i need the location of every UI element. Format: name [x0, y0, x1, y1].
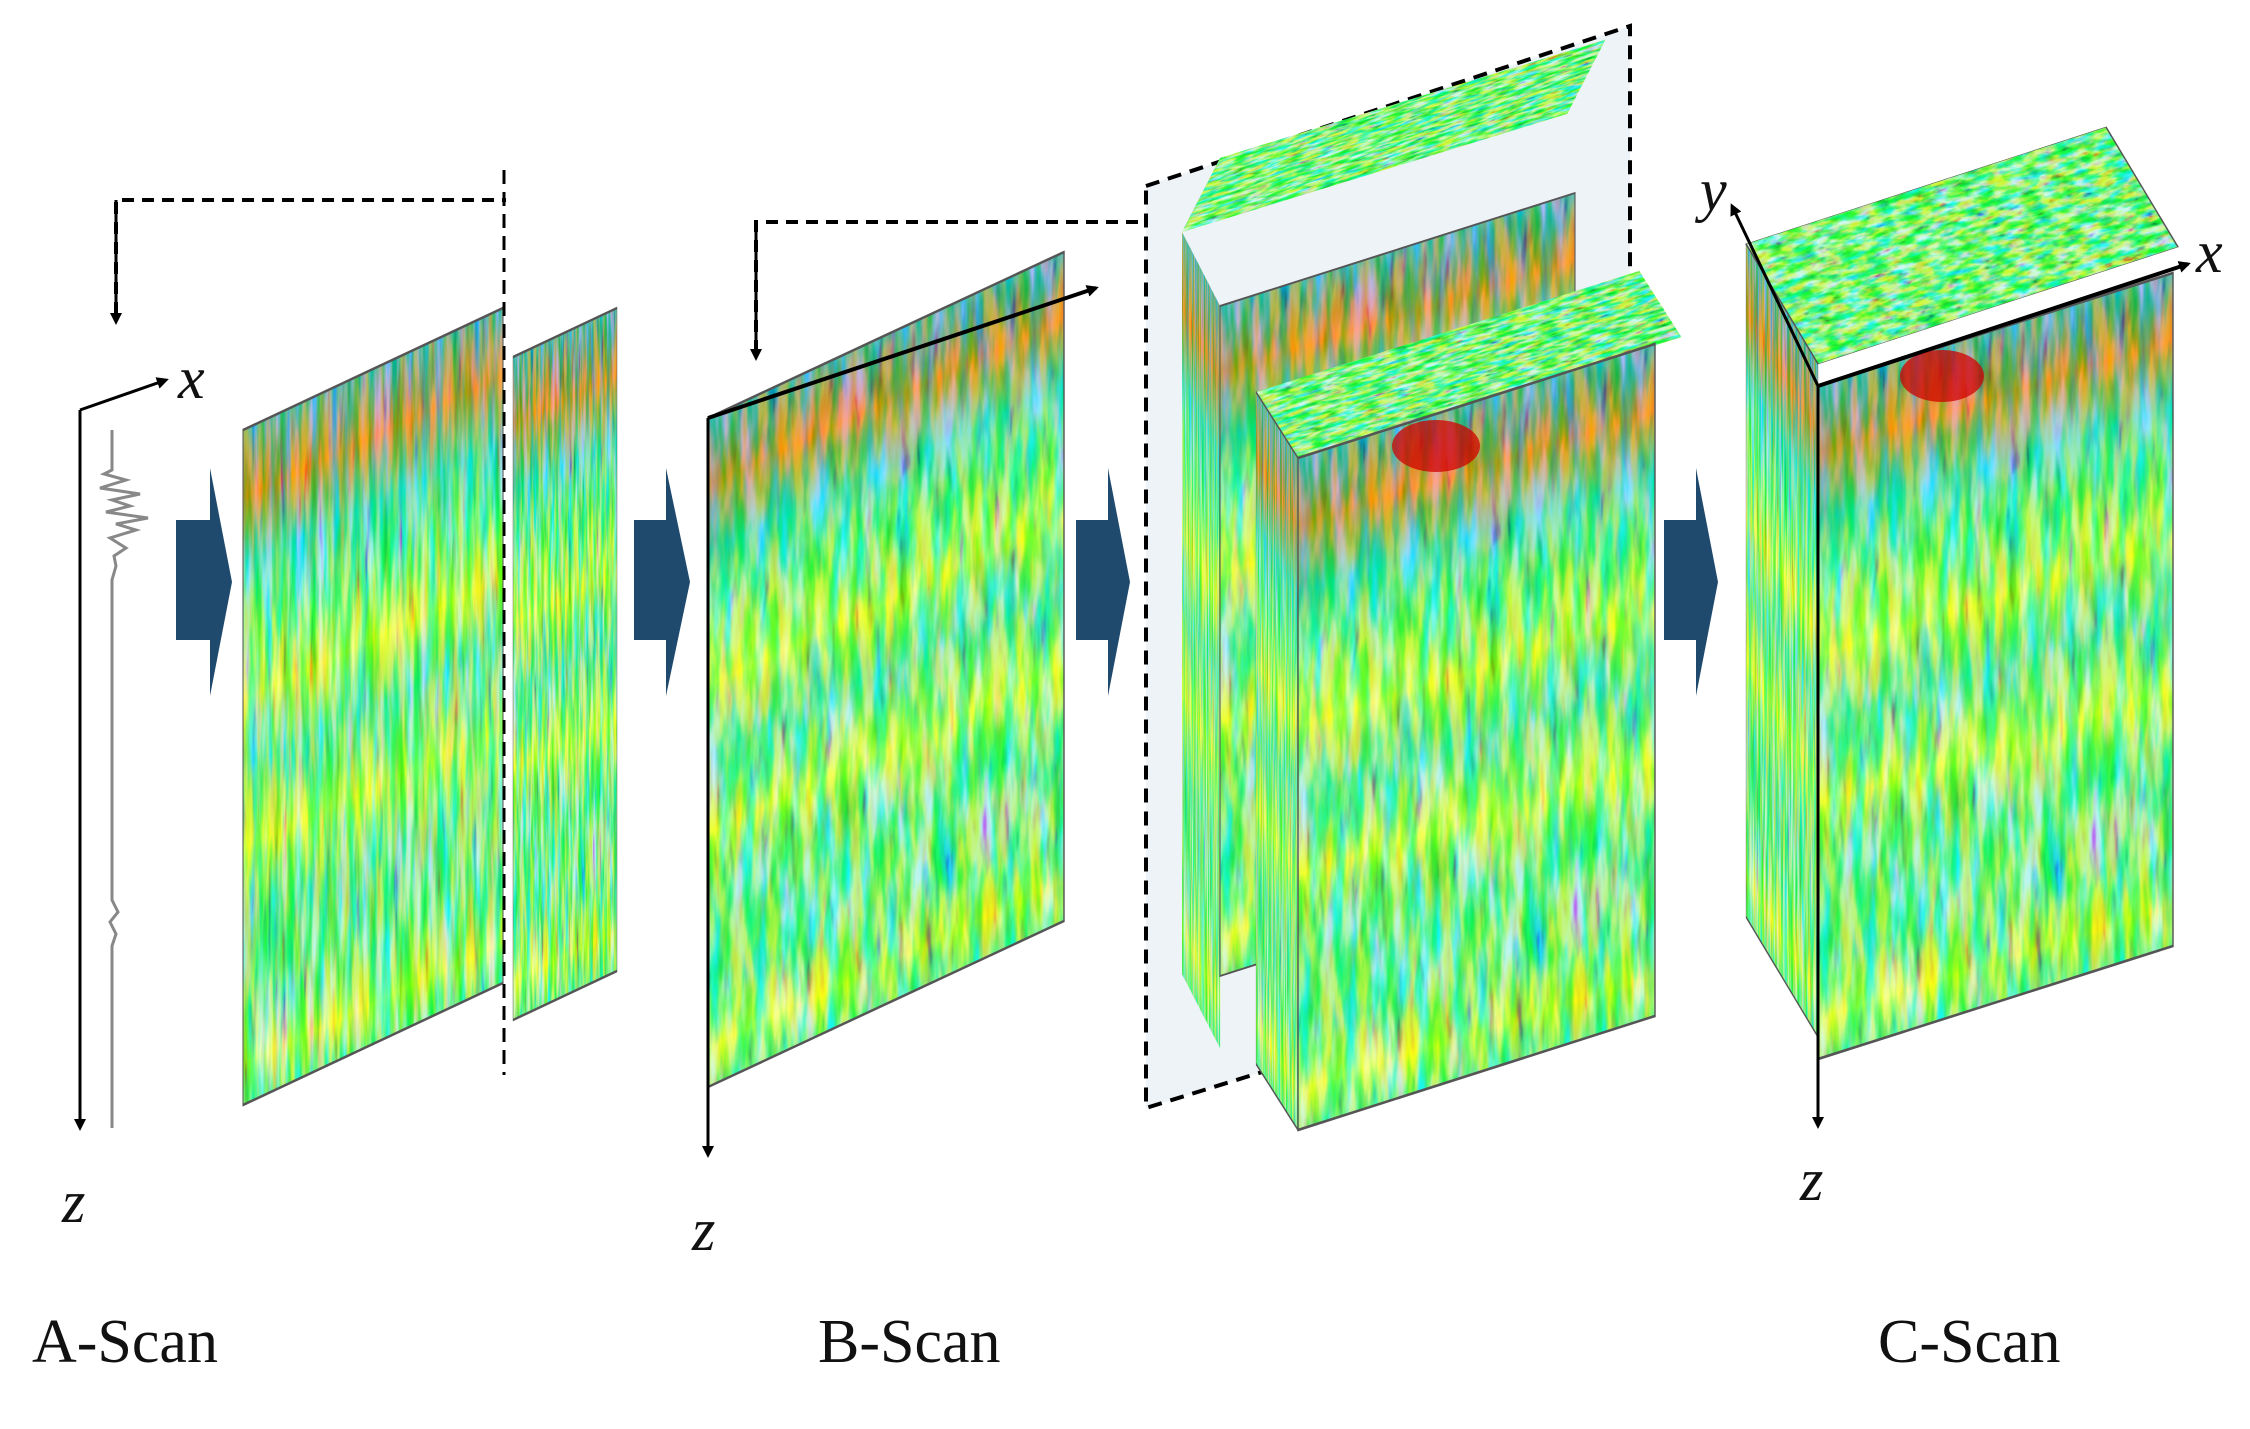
front-slab-front: [1297, 342, 1656, 1132]
a-scan-x-label: x: [177, 345, 205, 411]
b-scan-z-label: z: [691, 1197, 715, 1263]
a-scan-group: x z A-Scan: [32, 170, 618, 1376]
a-scan-z-label: z: [61, 1169, 85, 1235]
c-scan-y-axis: [1730, 203, 1820, 387]
c-scan-caption: C-Scan: [1878, 1308, 2061, 1376]
c-scan-hotspot: [1900, 350, 1984, 402]
flow-arrow-1: [176, 468, 232, 696]
a-scan-slab-right: [512, 306, 618, 1022]
a-scan-x-axis: [79, 377, 169, 412]
flow-arrow-4: [1664, 468, 1718, 696]
volume-assembly-group: [1144, 23, 1681, 1132]
c-scan-z-label: z: [1799, 1147, 1823, 1213]
flow-arrow-2: [634, 468, 690, 696]
b-scan-caption: B-Scan: [818, 1308, 1001, 1376]
a-scan-dashed-guide: [114, 198, 506, 314]
a-scan-caption: A-Scan: [32, 1308, 218, 1376]
flow-arrow-3: [1076, 468, 1130, 696]
c-scan-x-label: x: [2195, 219, 2223, 285]
b-scan-group: z B-Scan: [691, 220, 1142, 1376]
c-scan-x-axis: [1817, 261, 2191, 388]
b-scan-slab: [707, 250, 1065, 1089]
b-scan-x-axis: [707, 285, 1099, 420]
a-scan-signal-trace: [99, 430, 149, 1128]
c-scan-y-label: y: [1694, 157, 1727, 223]
c-scan-group: x y z C-Scan: [1694, 126, 2223, 1376]
front-slab-hotspot: [1392, 420, 1480, 472]
front-slab-side: [1255, 390, 1299, 1132]
rear-slab-side: [1182, 232, 1220, 1048]
c-scan-front-face: [1817, 271, 2174, 1061]
a-scan-slab-left: [242, 306, 504, 1107]
